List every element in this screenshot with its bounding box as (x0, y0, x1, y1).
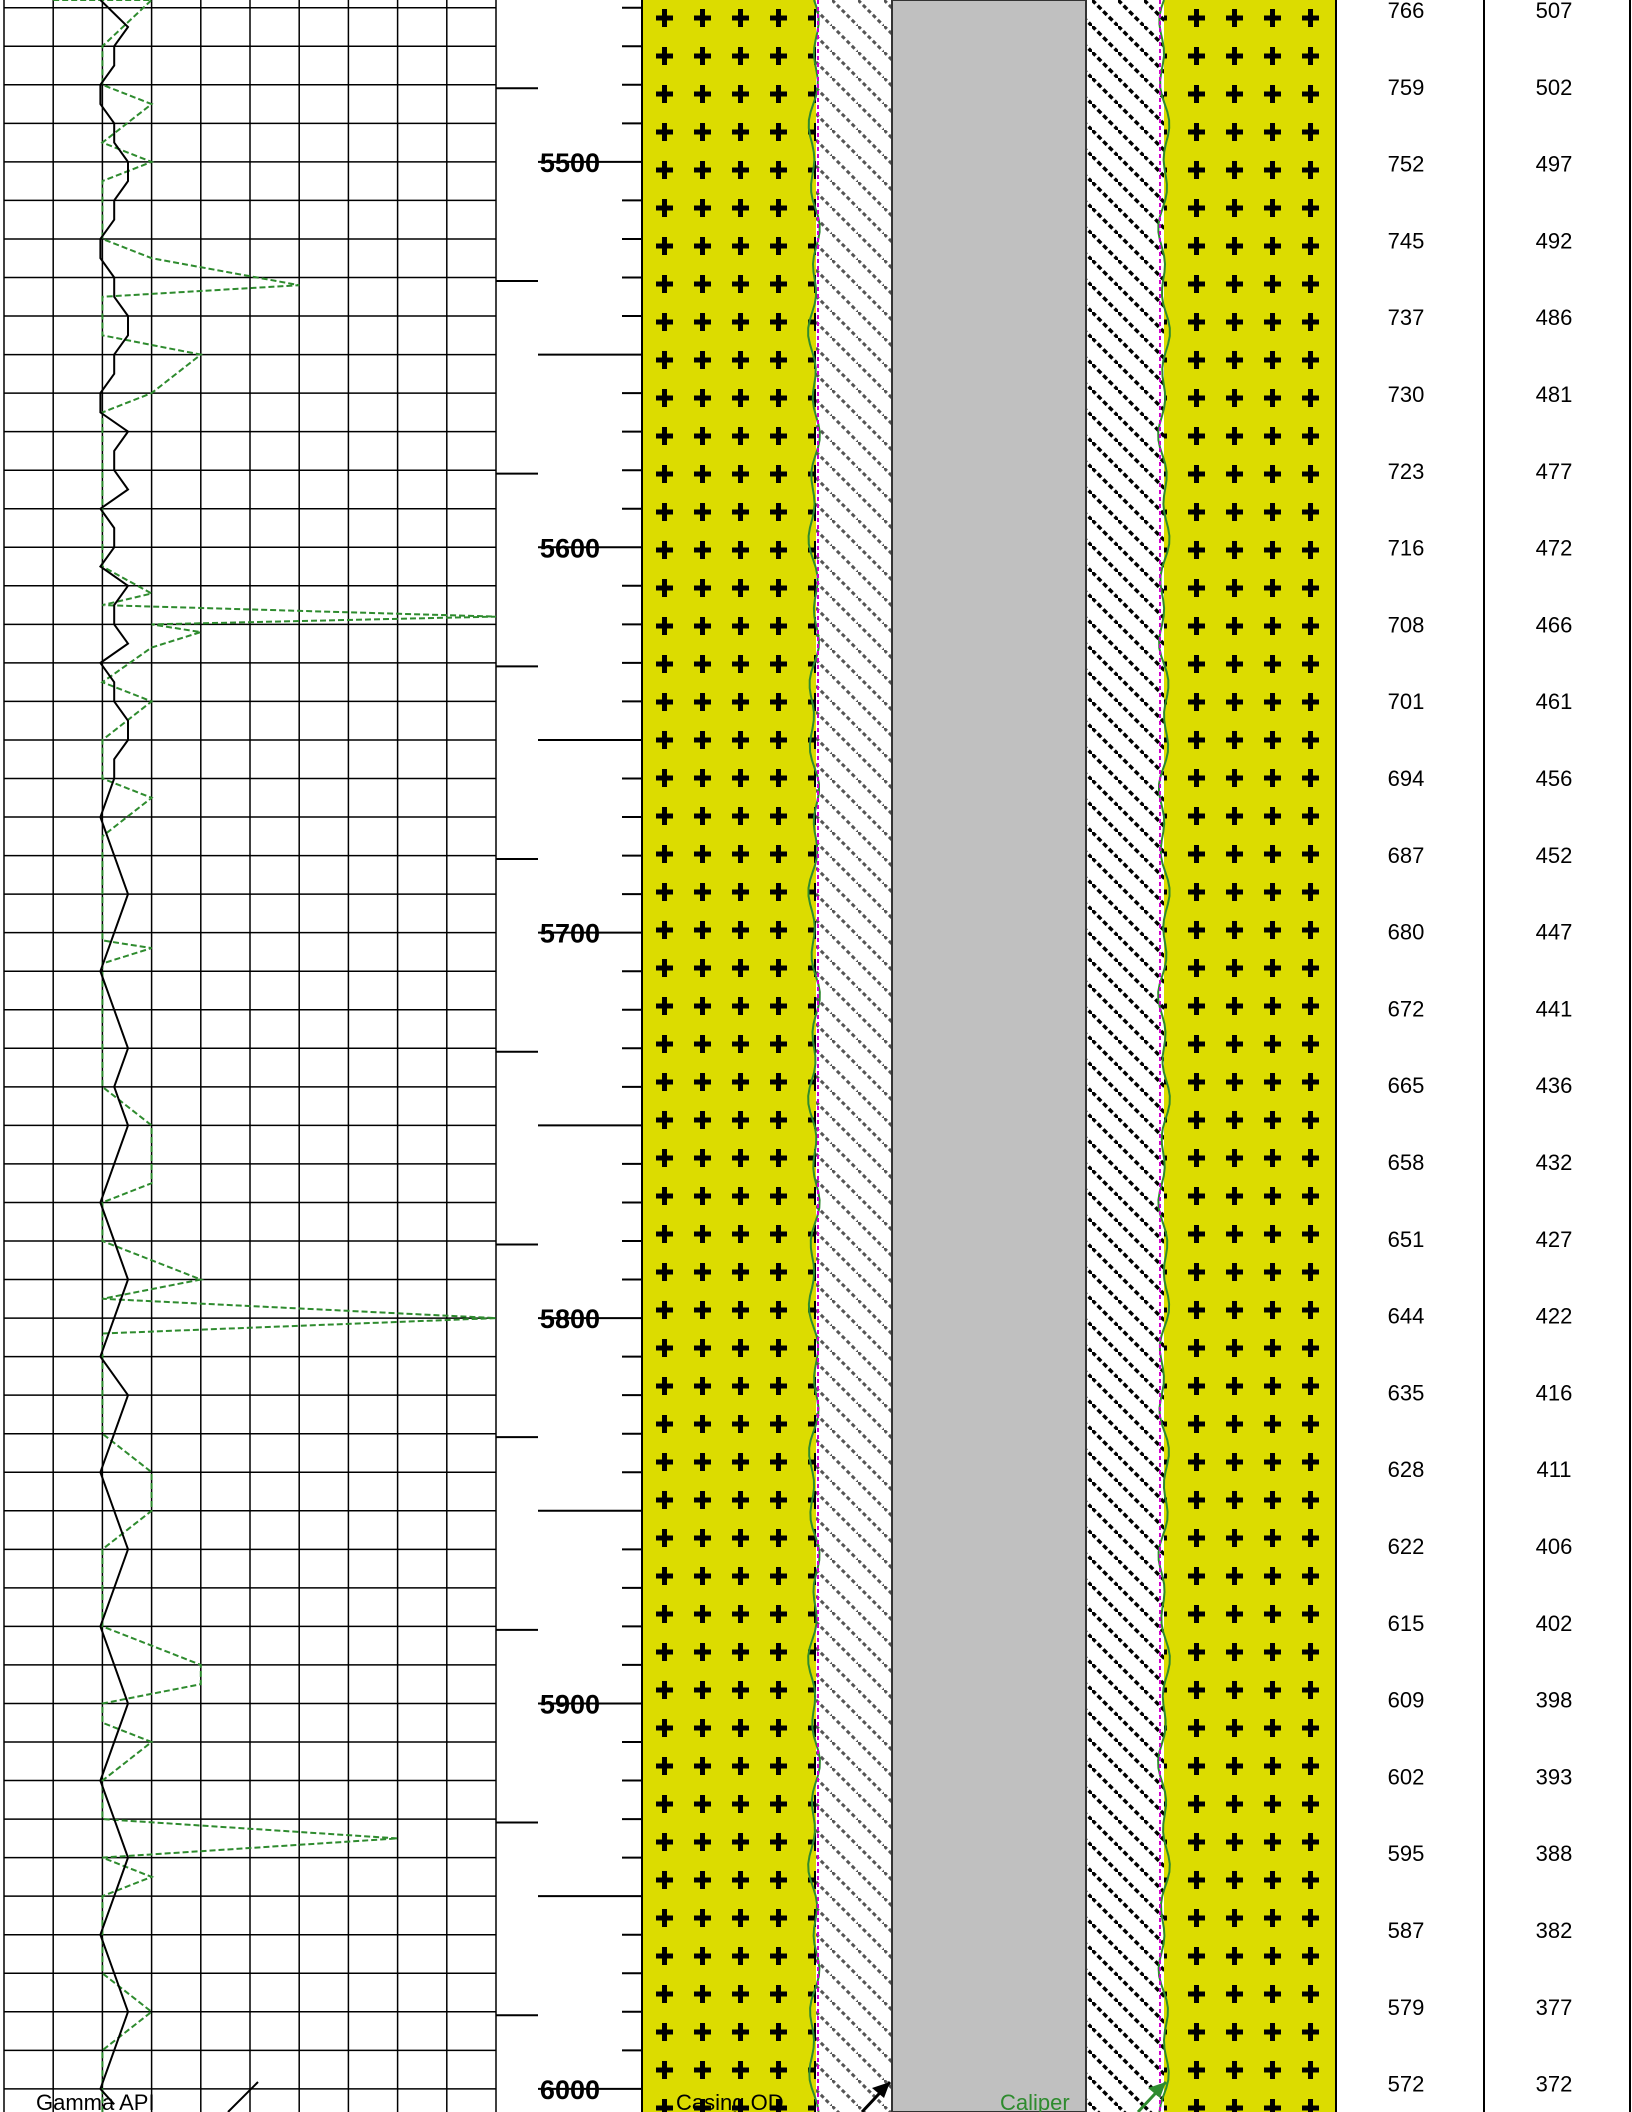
column-value: 497 (1536, 152, 1573, 177)
casing-arrowhead (872, 2082, 890, 2098)
column-value: 466 (1536, 612, 1573, 637)
column-value: 687 (1388, 843, 1425, 868)
formation-left (642, 0, 820, 2112)
column-value: 635 (1388, 1380, 1425, 1405)
column-value: 411 (1536, 1457, 1571, 1482)
column-value: 393 (1536, 1764, 1573, 1789)
curve-track-grid (3, 0, 497, 2112)
column-value: 472 (1536, 536, 1573, 561)
column-value: 759 (1388, 75, 1425, 100)
column-value: 382 (1536, 1918, 1573, 1943)
column-value: 481 (1536, 382, 1573, 407)
column-value: 441 (1536, 996, 1573, 1021)
column-value: 432 (1536, 1150, 1573, 1175)
column-value: 452 (1536, 843, 1573, 868)
cement-left (816, 0, 892, 2112)
column-value: 737 (1388, 305, 1425, 330)
column-value: 477 (1536, 459, 1573, 484)
resistivity-curve (98, 0, 130, 2105)
column-value: 615 (1388, 1611, 1425, 1636)
bottom-curve-labels: Gamma API Casing OD Caliper (36, 2080, 1168, 2112)
gamma-curve (53, 0, 497, 2112)
column-value: 701 (1388, 689, 1425, 714)
column-value: 572 (1388, 2072, 1425, 2097)
formation-right (1164, 0, 1336, 2112)
column-value: 752 (1388, 152, 1425, 177)
column-value: 658 (1388, 1150, 1425, 1175)
column-value: 461 (1536, 689, 1573, 714)
column-value: 447 (1536, 920, 1573, 945)
column-value: 708 (1388, 612, 1425, 637)
resistivity-curve-line (98, 0, 130, 2105)
column-value: 398 (1536, 1688, 1573, 1713)
caliper-curve-label: Caliper (1000, 2090, 1070, 2112)
column-value: 651 (1388, 1227, 1425, 1252)
column-value: 456 (1536, 766, 1573, 791)
column-value: 595 (1388, 1841, 1425, 1866)
column-value: 602 (1388, 1764, 1425, 1789)
column-value: 766 (1388, 0, 1425, 23)
column-value: 628 (1388, 1457, 1425, 1482)
column-value: 436 (1536, 1073, 1573, 1098)
column-value: 579 (1388, 1995, 1425, 2020)
gamma-curve-label: Gamma API (36, 2090, 155, 2112)
column-value: 492 (1536, 228, 1573, 253)
column-value: 622 (1388, 1534, 1425, 1559)
column-value: 372 (1536, 2072, 1573, 2097)
column-value: 745 (1388, 228, 1425, 253)
caliper-outline-right (1157, 0, 1171, 2112)
column-value: 377 (1536, 1995, 1573, 2020)
caliper-outline-left (807, 0, 821, 2112)
value-columns: 766 759 752 745 737 730 723 716 708 701 694 687 680 6… (1388, 0, 1631, 2112)
gamma-curve-line (53, 0, 497, 2112)
wellbore-schematic (641, 0, 1337, 2112)
column-value: 672 (1388, 996, 1425, 1021)
column-value: 723 (1388, 459, 1425, 484)
column-value: 730 (1388, 382, 1425, 407)
column-value: 694 (1388, 766, 1425, 791)
cement-right (1086, 0, 1164, 2112)
caliper-arrowhead (1148, 2082, 1166, 2098)
column-value: 587 (1388, 1918, 1425, 1943)
column-value: 486 (1536, 305, 1573, 330)
column-value: 416 (1536, 1380, 1573, 1405)
column-value: 680 (1388, 920, 1425, 945)
casing-curve-label: Casing OD (676, 2090, 784, 2112)
gamma-pointer (227, 2081, 259, 2112)
column-value: 507 (1536, 0, 1573, 23)
column-value: 406 (1536, 1534, 1573, 1559)
column-value: 665 (1388, 1073, 1425, 1098)
casing-core (891, 0, 1087, 2112)
column-value: 716 (1388, 536, 1425, 561)
column-value: 644 (1388, 1304, 1425, 1329)
column-value: 422 (1536, 1304, 1573, 1329)
column-value: 402 (1536, 1611, 1573, 1636)
column-value: 609 (1388, 1688, 1425, 1713)
column-value: 388 (1536, 1841, 1573, 1866)
column-value: 427 (1536, 1227, 1573, 1252)
column-value: 502 (1536, 75, 1573, 100)
